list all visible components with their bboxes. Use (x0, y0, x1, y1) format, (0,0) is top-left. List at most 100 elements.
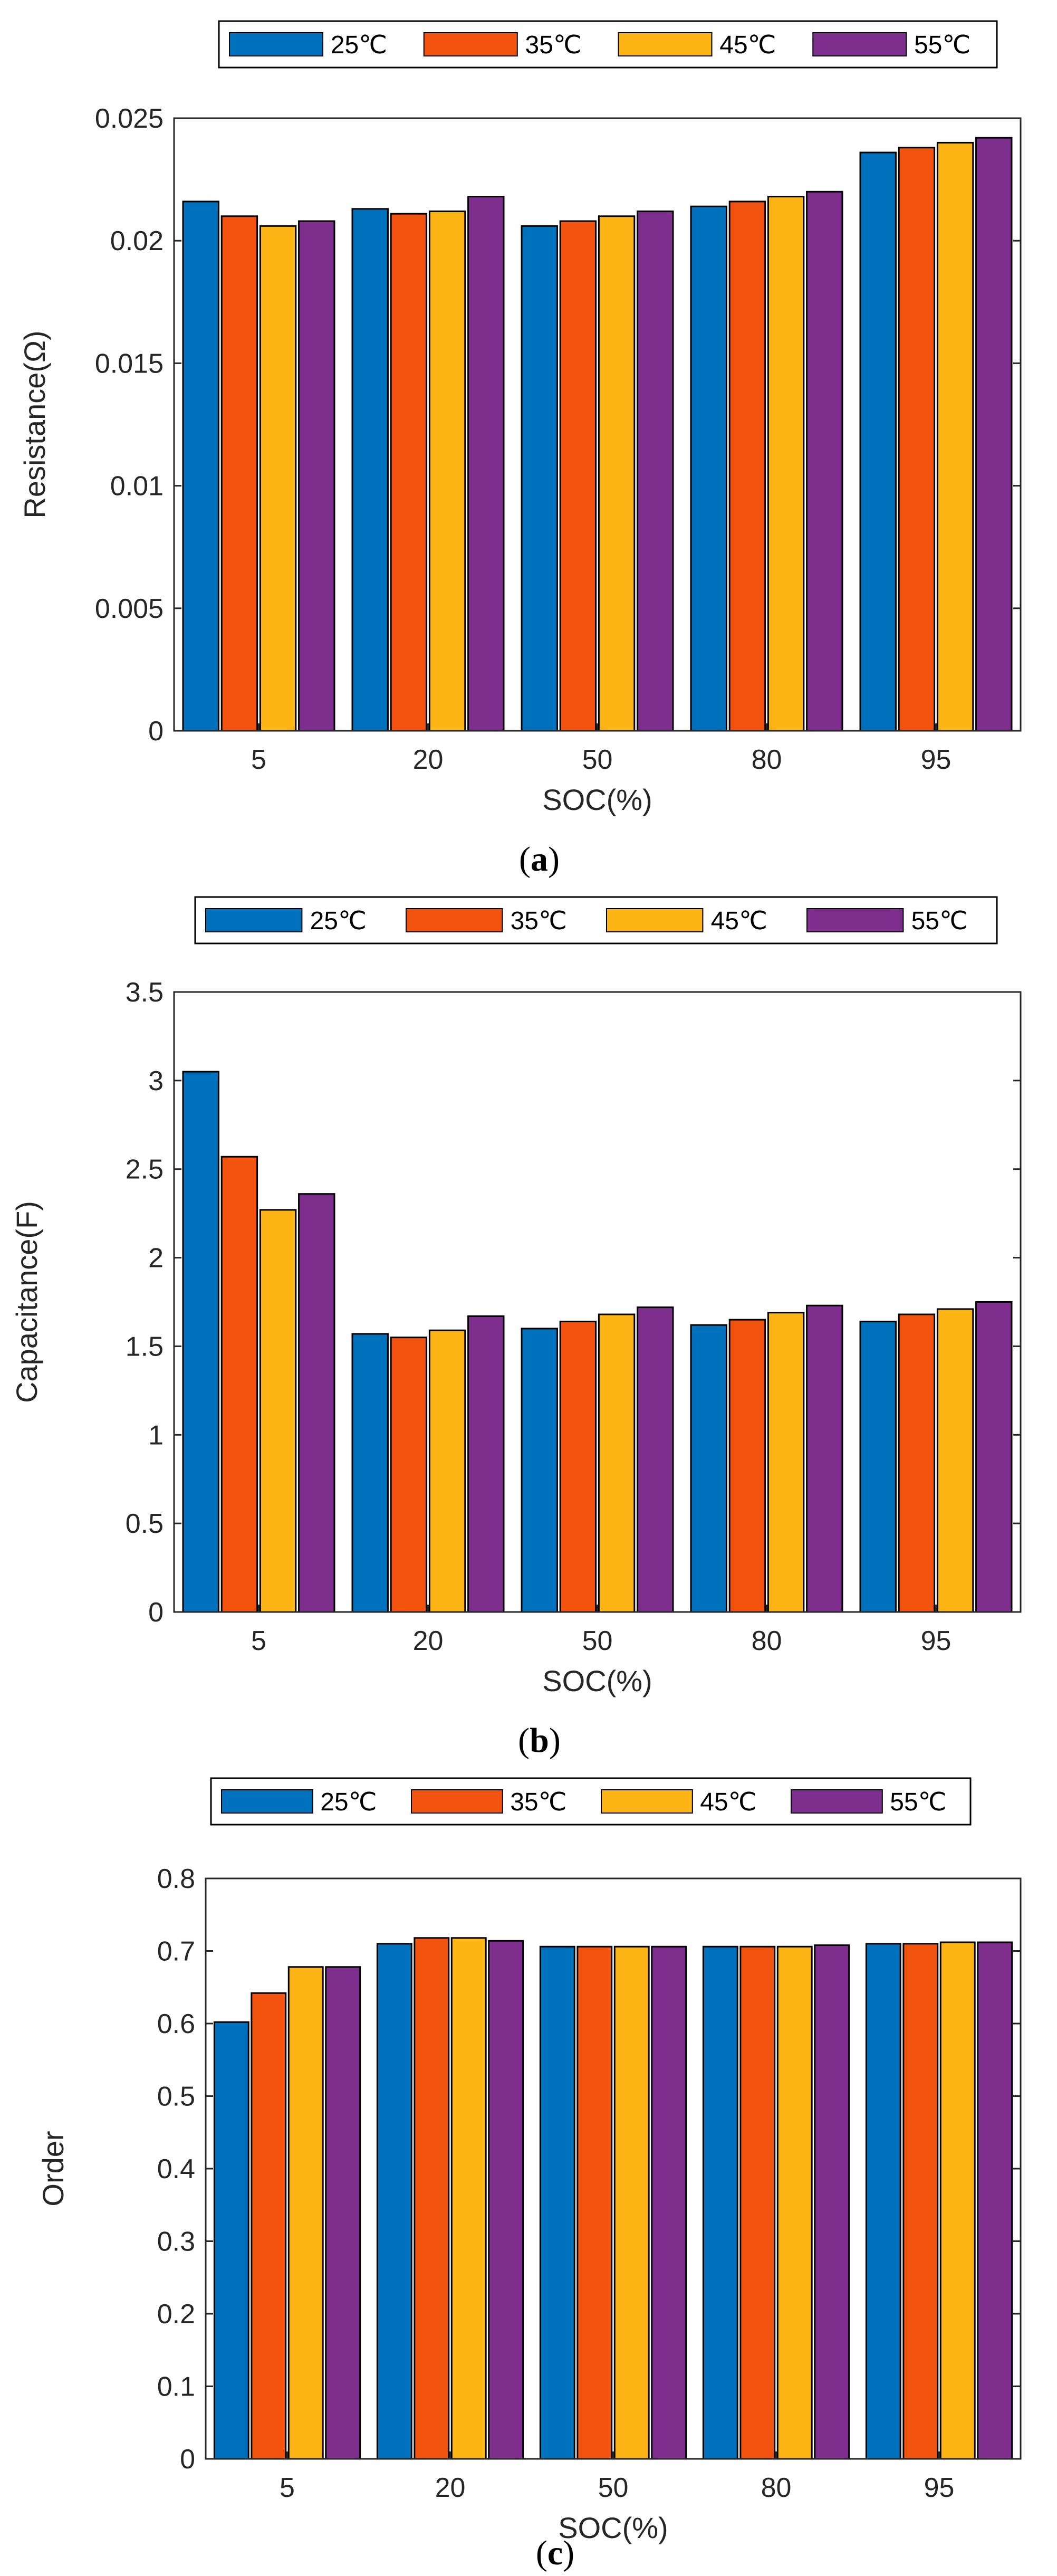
bar (559, 220, 597, 732)
bar (898, 147, 936, 732)
y-tick-label: 0 (148, 1597, 164, 1628)
bar (598, 1313, 636, 1613)
bar (182, 1071, 219, 1613)
y-tick-label: 0.02 (110, 226, 164, 256)
legend-label: 25℃ (310, 907, 367, 935)
caption-part: ) (548, 840, 560, 879)
bar (898, 1313, 936, 1613)
y-tick-label: 0.1 (157, 2372, 195, 2402)
bar (213, 2021, 249, 2460)
legend-label: 55℃ (914, 31, 970, 59)
legend: 25℃ 35℃ 45℃ 55℃ (194, 896, 998, 944)
bar (428, 1329, 466, 1613)
bar (702, 1945, 738, 2460)
bar (637, 1306, 674, 1613)
plot-box (173, 117, 1022, 732)
bar (428, 210, 466, 732)
bar (220, 215, 258, 732)
x-axis-label: SOC(%) (558, 2511, 668, 2544)
bar (936, 141, 974, 732)
x-axis-label: SOC(%) (542, 783, 652, 816)
bar (325, 1966, 361, 2460)
legend-label: 25℃ (320, 1788, 377, 1816)
bar (690, 205, 727, 732)
caption-part: ( (518, 1721, 530, 1760)
x-axis-label: SOC(%) (542, 1664, 652, 1697)
bar (859, 1320, 897, 1613)
caption-part: ) (563, 2534, 574, 2572)
y-tick-label: 0.01 (110, 471, 164, 502)
y-tick-label: 2 (148, 1243, 164, 1274)
y-tick-label: 0 (180, 2444, 195, 2475)
bar (220, 1156, 258, 1613)
y-tick-label: 0.5 (126, 1509, 164, 1539)
chart-panel-a: 25℃ 35℃ 45℃ 55℃ 5 20 50 80 95 0 0.005 0.01 0.015 0.02… (18, 20, 1022, 879)
bar (776, 1945, 813, 2460)
bar (739, 1945, 776, 2460)
bar (251, 1992, 287, 2460)
bar (414, 1937, 450, 2460)
bar (767, 196, 805, 732)
bar (728, 1319, 766, 1613)
x-tick-label: 80 (752, 1626, 782, 1656)
chart-panel-c: 25℃ 35℃ 45℃ 55℃ 5 20 50 80 95 0 0.1 0.2 0.3 0.4 0.5 0.6… (36, 1777, 1022, 2572)
bar (182, 201, 219, 732)
bar (977, 1941, 1013, 2460)
bar (767, 1312, 805, 1613)
legend-swatch (618, 32, 713, 56)
legend-label: 55℃ (911, 907, 968, 935)
legend-label: 45℃ (711, 907, 767, 935)
caption-part: ( (536, 2534, 547, 2572)
bar (521, 1328, 558, 1613)
caption-part: ) (549, 1721, 561, 1760)
x-tick-label: 20 (435, 2473, 466, 2503)
bar (390, 213, 428, 732)
bar (450, 1937, 487, 2460)
legend-swatch (205, 908, 303, 932)
panel-caption: (b) (518, 1721, 561, 1760)
bar (806, 190, 843, 732)
bar (902, 1943, 939, 2460)
y-tick-label: 0.025 (95, 103, 164, 134)
y-tick-label: 0.005 (95, 594, 164, 624)
x-tick-label: 80 (752, 745, 782, 775)
legend-swatch (791, 1789, 883, 1814)
bar (613, 1945, 650, 2460)
legend-swatch (229, 32, 323, 56)
y-axis-label: Order (36, 2131, 70, 2206)
bar (637, 210, 674, 732)
x-tick-label: 5 (251, 1626, 266, 1656)
y-tick-label: 0.3 (157, 2227, 195, 2257)
plot-box (205, 1877, 1022, 2460)
x-tick-label: 20 (413, 1626, 444, 1656)
x-tick-label: 50 (582, 1626, 613, 1656)
legend-label: 35℃ (511, 907, 567, 935)
legend: 25℃ 35℃ 45℃ 55℃ (210, 1777, 972, 1826)
y-tick-label: 3.5 (126, 977, 164, 1008)
chart-panel-b: 25℃ 35℃ 45℃ 55℃ 5 20 50 80 95 0 0.5 1 1.5 2 2.5 3 3.5 SOC… (10, 896, 1022, 1760)
legend-swatch (812, 32, 907, 56)
y-tick-label: 0.6 (157, 2009, 195, 2039)
y-tick-label: 0.4 (157, 2154, 195, 2184)
bar (259, 1209, 297, 1613)
bar (728, 201, 766, 732)
x-tick-label: 80 (761, 2473, 792, 2503)
bar (259, 225, 297, 732)
legend-swatch (411, 1789, 503, 1814)
x-tick-label: 5 (280, 2473, 295, 2503)
bar (939, 1941, 976, 2460)
legend-swatch (406, 908, 503, 932)
bar (936, 1308, 974, 1613)
bar (539, 1945, 575, 2460)
caption-part: a (531, 840, 548, 879)
bar (859, 151, 897, 732)
y-axis-label: Capacitance(F) (10, 1201, 43, 1403)
x-tick-label: 50 (598, 2473, 629, 2503)
x-tick-label: 50 (582, 745, 613, 775)
x-tick-label: 95 (921, 1626, 952, 1656)
x-tick-label: 95 (921, 745, 952, 775)
y-tick-label: 0.015 (95, 348, 164, 379)
bar (287, 1966, 324, 2460)
bar (298, 220, 335, 732)
bar (298, 1193, 335, 1613)
